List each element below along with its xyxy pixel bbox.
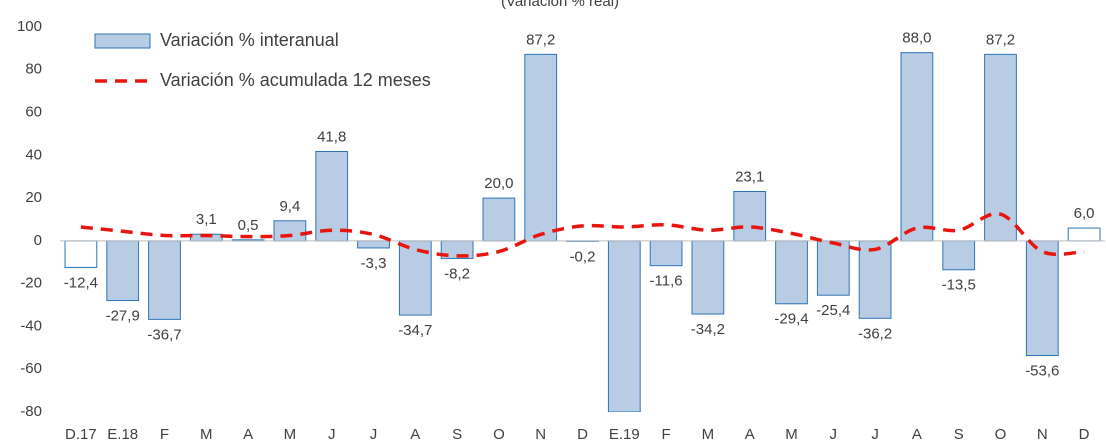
bar [148, 240, 181, 320]
x-tick-label: N [1037, 426, 1048, 443]
value-label: -0,2 [570, 248, 596, 265]
value-label: 9,4 [279, 198, 300, 215]
bar [942, 240, 976, 271]
value-label: 23,1 [735, 168, 764, 185]
x-tick-label: N [535, 426, 546, 443]
y-tick-label: 0 [34, 232, 42, 249]
line [80, 211, 1085, 258]
x-tick-label: E.19 [609, 426, 640, 443]
legend-label: Variación % acumulada 12 meses [160, 70, 431, 90]
value-label: -8,2 [444, 265, 470, 282]
value-label: 6,0 [1074, 205, 1095, 222]
x-tick-label: J [328, 426, 336, 443]
bar [64, 240, 98, 268]
x-tick-label: A [243, 426, 253, 443]
y-tick-label: 20 [25, 189, 42, 206]
value-label: 87,2 [986, 31, 1015, 48]
value-label: -12,4 [64, 274, 98, 291]
x-tick-label: D [1079, 426, 1090, 443]
value-label: -3,3 [361, 255, 387, 272]
bar [273, 220, 307, 242]
bar [357, 240, 390, 249]
bar [775, 240, 808, 305]
x-tick-label: A [912, 426, 922, 443]
bar [816, 240, 850, 296]
x-tick-label: M [284, 426, 297, 443]
y-tick-label: 100 [17, 18, 42, 35]
y-tick-label: 80 [25, 61, 42, 78]
bar [1067, 227, 1101, 242]
x-tick-label: A [745, 426, 755, 443]
value-label: -53,6 [1025, 363, 1059, 380]
x-tick-label: A [410, 426, 420, 443]
y-tick-label: 40 [25, 146, 42, 163]
value-label: 3,1 [196, 211, 217, 228]
value-label: 20,0 [484, 175, 513, 192]
x-tick-label: S [452, 426, 462, 443]
y-tick-label: -60 [20, 360, 42, 377]
bar [858, 240, 892, 319]
x-tick-label: F [160, 426, 169, 443]
x-tick-label: E.18 [107, 426, 138, 443]
x-tick-label: M [702, 426, 715, 443]
value-label: -11,6 [650, 273, 683, 290]
y-tick-label: -40 [20, 317, 42, 334]
value-label: -34,2 [691, 321, 725, 338]
x-tick-label: S [954, 426, 964, 443]
x-tick-label: F [662, 426, 671, 443]
plot [64, 52, 1101, 412]
y-tick-label: -80 [20, 403, 42, 420]
value-label: -29,4 [774, 311, 808, 328]
chart-subtitle: (Variación % real) [501, 0, 619, 10]
bar [607, 240, 641, 412]
bar [524, 53, 558, 242]
x-tick-label: J [871, 426, 879, 443]
bar [106, 240, 140, 302]
bar [900, 52, 934, 242]
x-tick-label: D [577, 426, 588, 443]
value-label: 88,0 [902, 30, 931, 47]
x-tick-label: M [200, 426, 213, 443]
x-tick-label: J [370, 426, 378, 443]
value-label: 87,2 [526, 31, 555, 48]
value-label: 0,5 [238, 217, 259, 234]
value-label: -27,9 [106, 308, 140, 325]
value-label: -13,5 [942, 277, 976, 294]
value-label: -25,4 [816, 302, 850, 319]
value-label: -36,2 [858, 325, 892, 342]
bar [1025, 240, 1059, 357]
bar [649, 240, 683, 267]
value-label: -34,7 [398, 322, 432, 339]
legend-label: Variación % interanual [160, 30, 339, 50]
x-tick-label: M [785, 426, 798, 443]
x-tick-label: J [830, 426, 838, 443]
bar [315, 150, 349, 242]
x-tick-label: D.17 [65, 426, 97, 443]
value-label: -36,7 [147, 326, 181, 343]
bar [482, 197, 516, 242]
x-tick-label: O [493, 426, 505, 443]
y-tick-label: 60 [25, 104, 42, 121]
legend-swatch [94, 33, 151, 49]
y-tick-label: -20 [20, 275, 42, 292]
bar [733, 190, 767, 242]
x-tick-label: O [995, 426, 1007, 443]
value-label: 41,8 [317, 128, 346, 145]
bar [691, 240, 725, 315]
